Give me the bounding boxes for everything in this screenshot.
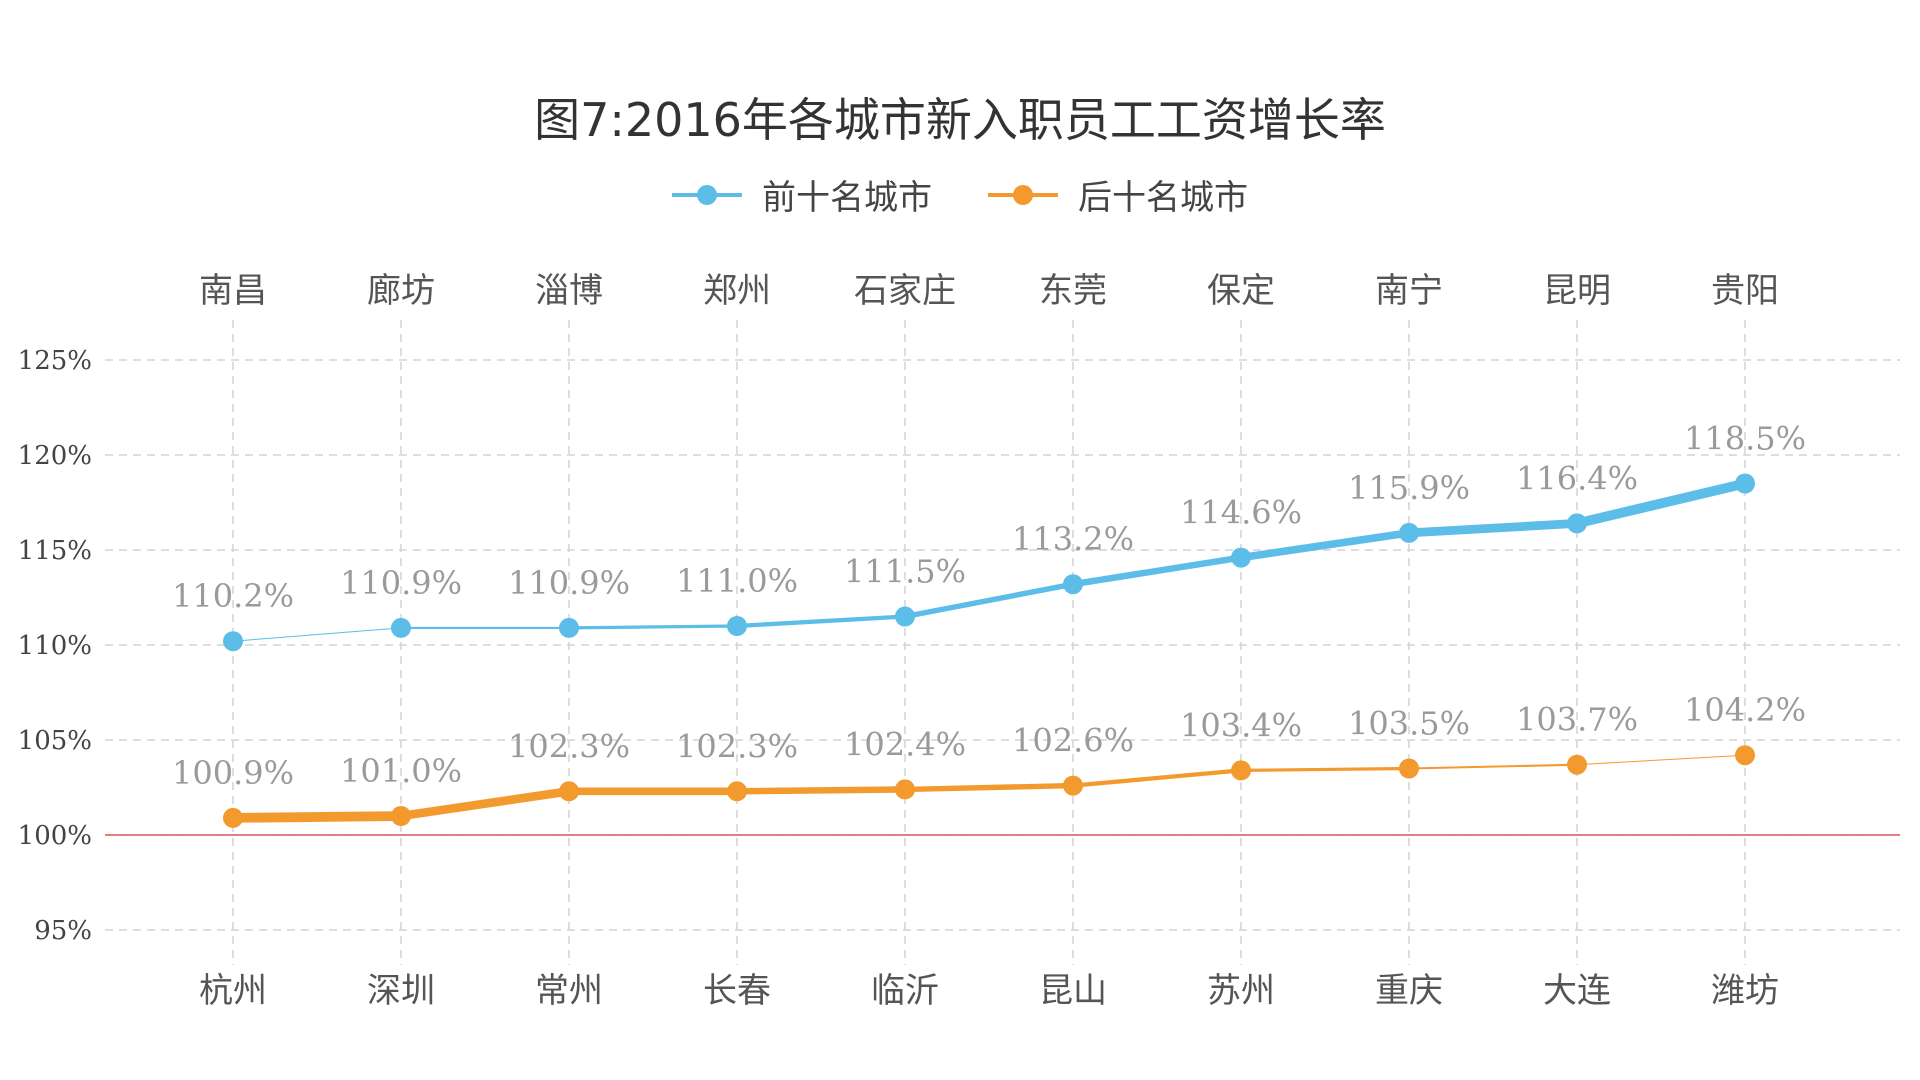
y-tick-label: 95% (34, 916, 92, 946)
series-top-segment (232, 627, 402, 642)
top-category-label: 保定 (1207, 271, 1275, 311)
top-category-label: 郑州 (703, 271, 771, 311)
data-point-bottom[interactable] (1567, 754, 1587, 775)
legend-label-bottom-ten: 后十名城市 (1078, 178, 1248, 218)
data-point-top[interactable] (1399, 522, 1419, 543)
data-point-top[interactable] (559, 617, 579, 638)
series-bottom-segment (228, 811, 406, 823)
data-label-bottom: 103.7% (1516, 701, 1638, 739)
legend-item-bottom-ten[interactable]: 后十名城市 (988, 170, 1248, 219)
top-category-label: 廊坊 (367, 271, 435, 311)
data-point-bottom[interactable] (391, 806, 411, 826)
y-tick-label: 125% (18, 346, 92, 376)
data-label-bottom: 101.0% (340, 752, 462, 790)
data-label-bottom: 102.3% (676, 727, 798, 765)
data-label-top: 110.9% (508, 564, 630, 602)
data-label-top: 116.4% (1516, 459, 1638, 497)
series-top-segment (1572, 478, 1750, 529)
y-tick-label: 115% (18, 536, 92, 566)
legend: 前十名城市 后十名城市 (0, 170, 1920, 219)
series-bottom-segment (1576, 754, 1746, 766)
y-tick-label: 120% (18, 441, 92, 471)
data-label-bottom: 102.4% (844, 725, 966, 763)
data-label-bottom: 103.5% (1348, 705, 1470, 743)
data-point-bottom[interactable] (223, 807, 243, 828)
data-point-top[interactable] (1063, 574, 1083, 595)
top-category-label: 南昌 (199, 271, 267, 311)
legend-label-top-ten: 前十名城市 (762, 178, 932, 218)
data-point-top[interactable] (1735, 473, 1755, 494)
chart-title: 图7:2016年各城市新入职员工工资增长率 (534, 93, 1386, 147)
bottom-category-label: 潍坊 (1711, 971, 1779, 1011)
data-point-top[interactable] (223, 631, 243, 652)
data-point-top[interactable] (1567, 513, 1587, 534)
series-top-segment (734, 614, 908, 629)
data-label-top: 110.9% (340, 564, 462, 602)
series-top-segment (1237, 529, 1413, 562)
data-point-bottom[interactable] (1063, 775, 1083, 796)
data-label-top: 111.5% (844, 553, 966, 591)
series-bottom-segment (1407, 763, 1579, 770)
bottom-category-label: 临沂 (871, 971, 939, 1011)
data-point-top[interactable] (1231, 547, 1251, 568)
data-label-bottom: 102.6% (1012, 722, 1134, 760)
top-category-label: 昆明 (1543, 271, 1611, 311)
y-tick-label: 105% (18, 726, 92, 756)
data-label-top: 118.5% (1684, 420, 1806, 458)
bottom-category-label: 深圳 (367, 971, 435, 1011)
series-bottom-segment (1070, 768, 1244, 788)
series-top-segment (1404, 519, 1582, 538)
data-point-bottom[interactable] (1399, 758, 1419, 779)
series-bottom-segment (902, 782, 1076, 793)
top-category-label: 南宁 (1375, 271, 1443, 311)
series-bottom-segment (1239, 766, 1411, 773)
top-category-label: 石家庄 (854, 271, 956, 311)
data-label-top: 111.0% (676, 562, 798, 600)
data-label-bottom: 103.4% (1180, 706, 1302, 744)
y-tick-label: 100% (18, 821, 92, 851)
data-label-top: 115.9% (1348, 469, 1470, 507)
data-point-bottom[interactable] (727, 781, 747, 802)
data-label-top: 110.2% (172, 577, 294, 615)
bottom-category-label: 苏州 (1207, 971, 1275, 1011)
data-label-top: 113.2% (1012, 520, 1134, 558)
legend-marker-top-ten (672, 184, 742, 205)
bottom-category-label: 常州 (535, 971, 603, 1011)
series-bottom-segment (733, 786, 909, 795)
bottom-category-label: 长春 (703, 971, 771, 1011)
bottom-category-label: 昆山 (1039, 971, 1107, 1011)
data-point-top[interactable] (727, 616, 747, 636)
y-tick-label: 110% (18, 631, 92, 661)
data-point-bottom[interactable] (1231, 760, 1251, 781)
data-point-top[interactable] (895, 606, 915, 627)
data-label-bottom: 104.2% (1684, 691, 1806, 729)
legend-marker-bottom-ten (988, 184, 1058, 205)
data-label-top: 114.6% (1180, 494, 1302, 532)
data-label-bottom: 102.3% (508, 727, 630, 765)
legend-item-top-ten[interactable]: 前十名城市 (672, 170, 932, 219)
data-point-bottom[interactable] (559, 781, 579, 802)
data-point-bottom[interactable] (895, 779, 915, 800)
data-point-top[interactable] (391, 617, 411, 638)
bottom-category-label: 大连 (1543, 971, 1611, 1011)
top-category-label: 淄博 (535, 271, 603, 311)
series-bottom-segment (396, 786, 574, 821)
bottom-category-label: 重庆 (1375, 971, 1443, 1011)
series-top-segment (902, 581, 1076, 620)
series-top-segment (567, 624, 739, 630)
data-label-bottom: 100.9% (172, 754, 294, 792)
top-category-label: 贵阳 (1711, 271, 1779, 311)
bottom-category-label: 杭州 (199, 971, 267, 1011)
series-top-segment (1069, 554, 1245, 588)
data-point-bottom[interactable] (1735, 745, 1755, 766)
top-category-label: 东莞 (1039, 271, 1107, 311)
